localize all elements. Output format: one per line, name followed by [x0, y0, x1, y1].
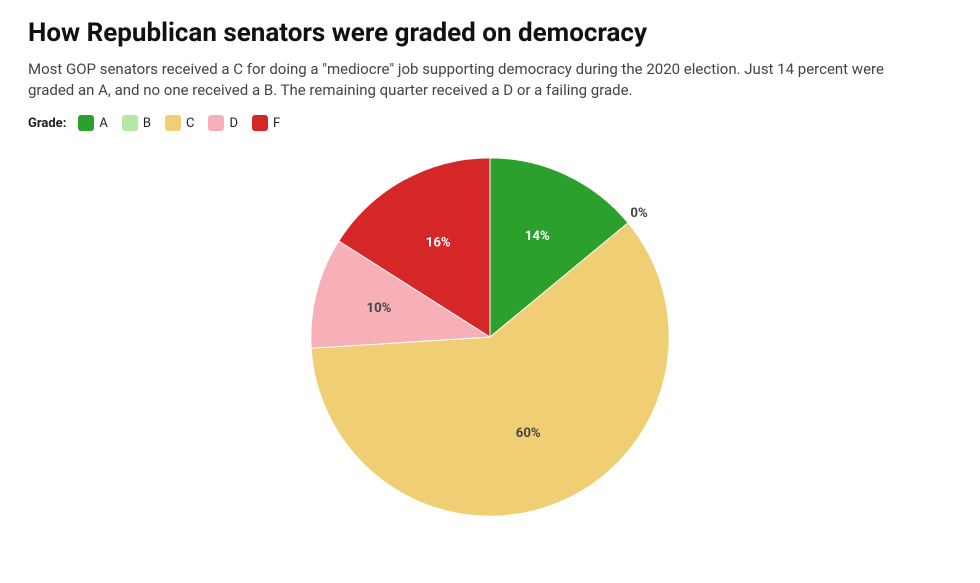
chart-subtitle: Most GOP senators received a C for doing… — [28, 59, 928, 101]
legend-item-b: B — [122, 115, 151, 131]
legend-item-f: F — [252, 115, 280, 131]
pie-label-f: 16% — [426, 235, 451, 250]
legend-text-d: D — [229, 116, 238, 131]
pie-chart-container: 14% 0% 60% 10% 16% — [28, 137, 952, 537]
pie-label-c: 60% — [516, 426, 541, 441]
swatch-d — [208, 115, 224, 131]
pie-label-a: 14% — [525, 229, 550, 244]
swatch-b — [122, 115, 138, 131]
legend-item-d: D — [208, 115, 238, 131]
swatch-f — [252, 115, 268, 131]
legend-text-c: C — [186, 116, 194, 131]
legend-text-a: A — [99, 116, 107, 131]
legend-item-a: A — [78, 115, 107, 131]
legend-text-f: F — [273, 116, 280, 131]
legend-text-b: B — [143, 116, 151, 131]
legend-item-c: C — [165, 115, 194, 131]
chart-title: How Republican senators were graded on d… — [28, 18, 952, 49]
pie-label-b: 0% — [630, 206, 648, 221]
legend-label: Grade: — [28, 116, 66, 131]
pie-chart: 14% 0% 60% 10% 16% — [28, 137, 952, 537]
pie-label-d: 10% — [367, 301, 392, 316]
swatch-c — [165, 115, 181, 131]
swatch-a — [78, 115, 94, 131]
legend: Grade: A B C D F — [28, 115, 952, 131]
